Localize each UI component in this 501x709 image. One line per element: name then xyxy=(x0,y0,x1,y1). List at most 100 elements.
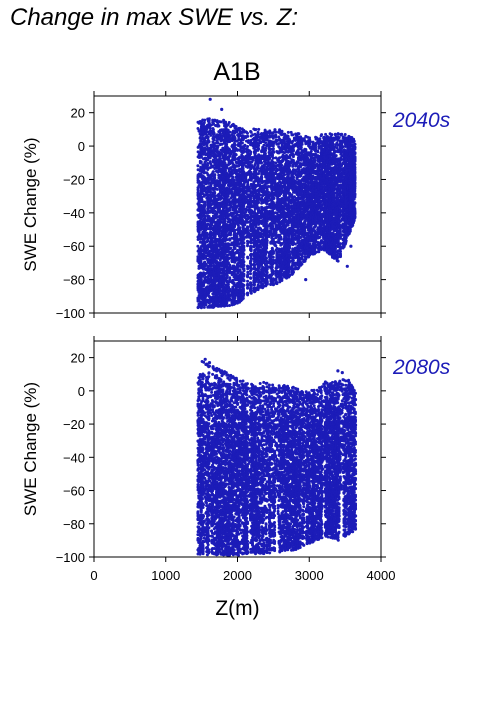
scatter-point xyxy=(249,276,252,280)
scatter-point xyxy=(209,264,213,268)
scatter-point xyxy=(257,127,261,131)
scatter-point xyxy=(234,125,238,128)
scatter-point xyxy=(246,291,250,295)
scatter-point xyxy=(257,201,260,205)
scatter-point xyxy=(246,226,249,230)
scatter-point xyxy=(206,168,210,171)
scatter-point xyxy=(272,250,275,254)
scatter-point xyxy=(260,205,264,209)
scatter-point xyxy=(241,295,245,299)
scatter-point xyxy=(213,174,217,178)
scatter-point xyxy=(197,230,201,234)
scatter-point xyxy=(199,139,203,143)
scatter-point xyxy=(233,246,237,250)
scatter-point xyxy=(249,285,253,289)
scatter-point xyxy=(249,234,253,238)
scatter-point xyxy=(228,304,232,307)
scatter-point xyxy=(249,245,253,249)
scatter-point xyxy=(271,156,275,160)
scatter-point xyxy=(213,190,217,194)
scatter-point xyxy=(206,233,210,237)
scatter-point xyxy=(242,252,246,256)
scatter-point xyxy=(249,263,253,267)
scatter-point xyxy=(199,155,203,158)
scatter-point xyxy=(249,290,253,294)
scatter-point xyxy=(241,289,245,292)
scatter-point xyxy=(254,224,258,228)
scatter-point xyxy=(249,259,253,263)
scatter-point xyxy=(218,180,222,184)
scatter-point xyxy=(249,266,253,270)
scatter-point xyxy=(268,157,272,160)
scatter-point xyxy=(216,145,220,149)
scatter-point xyxy=(224,120,228,124)
scatter-point xyxy=(212,131,216,135)
scatter-point xyxy=(206,162,210,165)
scatter-point xyxy=(242,260,246,264)
scatter-point xyxy=(260,161,264,165)
scatter-point xyxy=(209,133,213,137)
scatter-point xyxy=(199,204,203,207)
scatter-point xyxy=(233,178,236,182)
scatter-point xyxy=(241,167,245,170)
scatter-points-2040s xyxy=(196,97,357,310)
chart-title: A1B xyxy=(213,58,260,86)
scatter-point xyxy=(246,182,250,186)
scatter-point xyxy=(219,120,223,124)
scatter-point xyxy=(235,235,239,239)
scatter-point xyxy=(246,134,250,138)
scatter-point xyxy=(202,121,206,125)
scatter-point xyxy=(249,247,253,251)
scatter-point xyxy=(242,244,246,248)
scatter-point xyxy=(242,292,246,296)
scatter-point xyxy=(265,241,269,245)
scatter-point xyxy=(203,202,207,206)
scatter-point xyxy=(199,278,203,282)
scatter-point xyxy=(243,223,247,227)
scatter-point xyxy=(228,238,232,242)
scatter-point xyxy=(208,189,212,193)
scatter-point xyxy=(234,153,238,156)
scatter-point xyxy=(228,130,232,134)
scatter-point xyxy=(270,265,274,269)
scatter-point xyxy=(228,208,232,212)
scatter-point xyxy=(242,279,246,283)
scatter-point xyxy=(206,135,210,139)
scatter-point xyxy=(255,203,259,207)
scatter-point xyxy=(246,282,250,286)
scatter-point xyxy=(264,141,268,145)
scatter-point xyxy=(196,188,200,192)
scatter-point xyxy=(246,244,249,248)
scatter-point xyxy=(242,205,246,208)
scatter-point xyxy=(196,164,200,168)
scatter-point xyxy=(228,277,232,281)
scatter-point xyxy=(225,274,229,278)
scatter-point xyxy=(242,264,246,267)
scatter-point xyxy=(265,281,269,285)
scatter-point xyxy=(201,123,205,127)
scatter-point xyxy=(207,118,211,122)
scatter-point xyxy=(240,141,244,145)
scatter-point xyxy=(242,148,246,152)
scatter-point xyxy=(243,144,247,148)
scatter-point xyxy=(242,274,246,278)
scatter-point xyxy=(246,279,250,283)
scatter-point xyxy=(246,255,250,259)
scatter-point xyxy=(215,187,219,191)
scatter-point xyxy=(207,140,211,144)
scatter-point xyxy=(199,259,203,263)
scatter-point xyxy=(203,118,207,122)
scatter-point xyxy=(265,271,269,275)
scatter-point xyxy=(211,170,215,174)
scatter-point xyxy=(246,265,250,269)
scatter-point xyxy=(246,273,250,277)
scatter-point xyxy=(253,283,256,287)
scatter-point xyxy=(225,142,229,146)
scatter-panel-2040s: 200−20−40−60−80−100 SWE Change (%) 2040s xyxy=(21,91,451,321)
scatter-point xyxy=(212,138,216,142)
scatter-point xyxy=(265,222,268,226)
scatter-point xyxy=(213,234,217,238)
scatter-point xyxy=(261,181,265,184)
scatter-point xyxy=(246,286,250,290)
